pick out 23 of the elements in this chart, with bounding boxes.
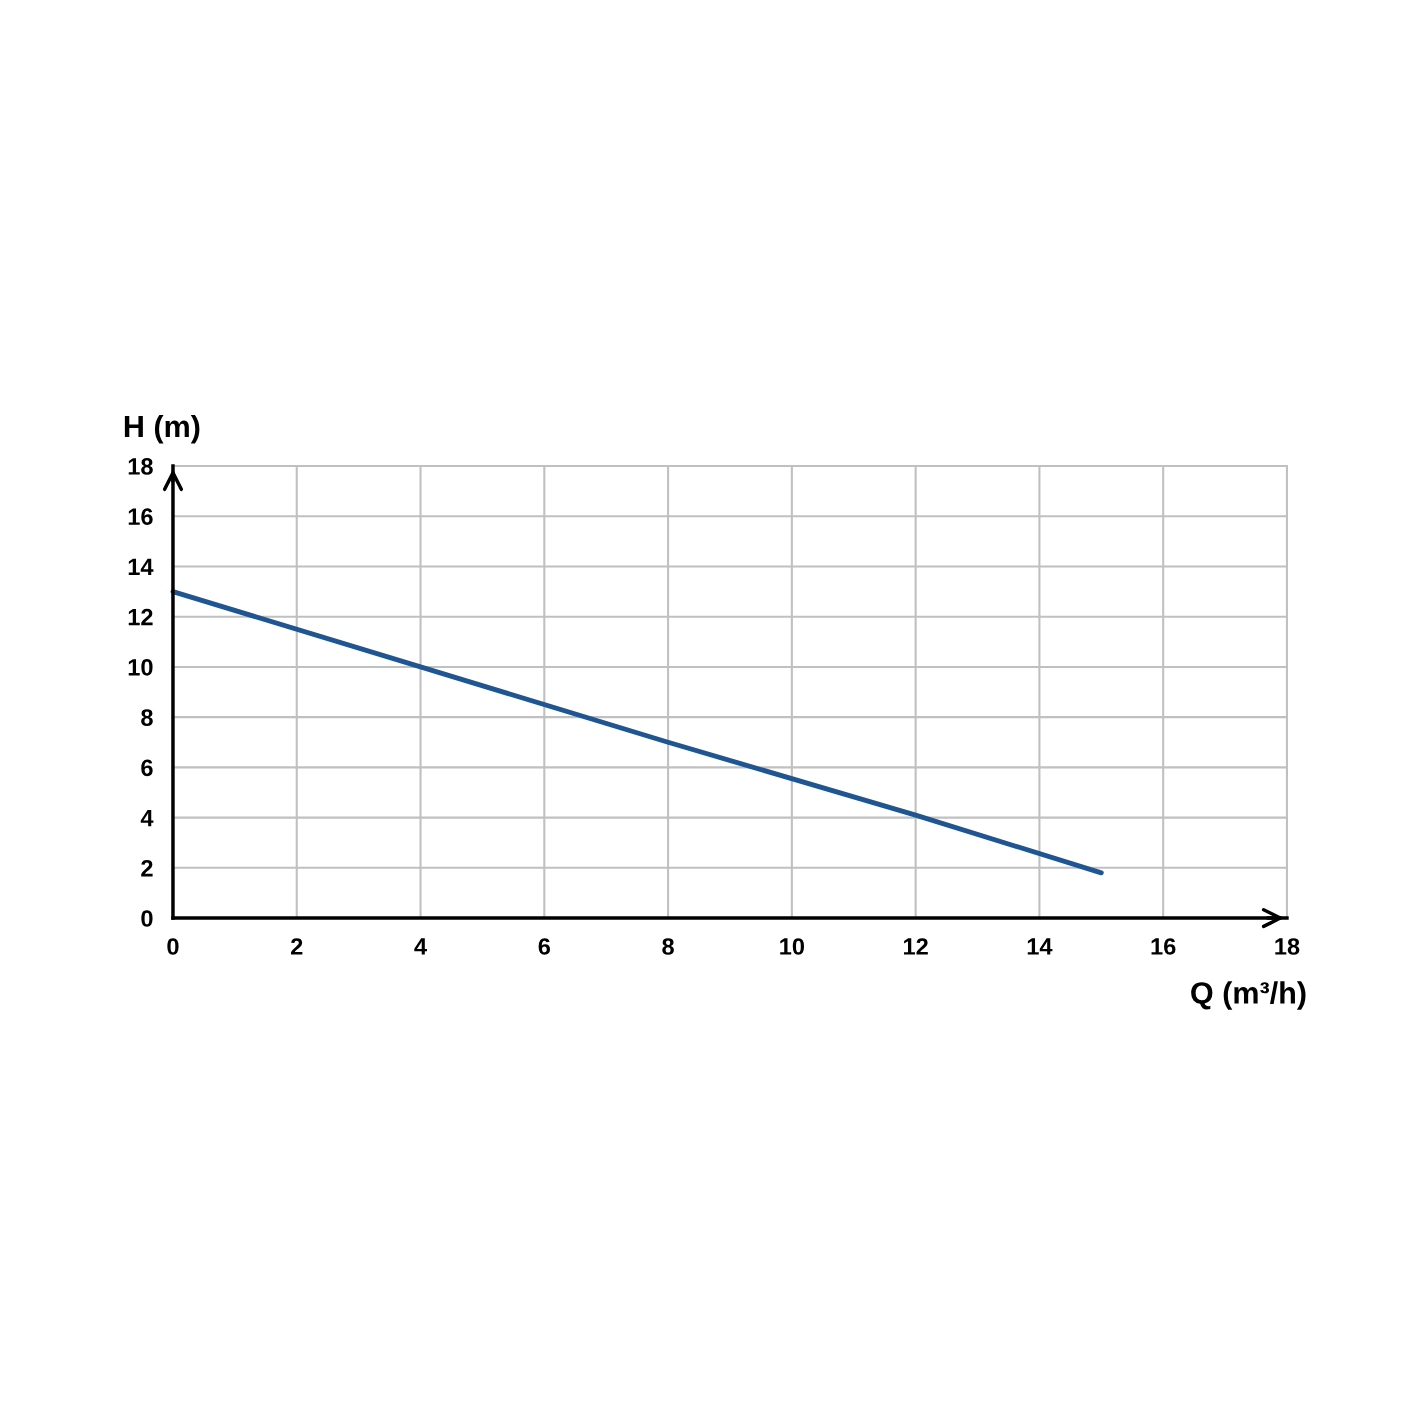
- line-series: [170, 589, 1104, 876]
- y-tick-label: 18: [128, 458, 153, 475]
- y-tick-label: 8: [141, 709, 153, 726]
- x-tick-label: 8: [662, 938, 674, 955]
- y-tick-label: 10: [128, 658, 153, 676]
- x-tick-label: 16: [1151, 938, 1176, 955]
- y-axis-title: H (m): [124, 414, 200, 444]
- x-tick-label: 0: [167, 938, 179, 955]
- x-tick-label: 6: [538, 938, 551, 955]
- x-tick-label: 2: [291, 938, 303, 955]
- y-tick-label: 2: [141, 859, 153, 877]
- y-tick-label: 16: [128, 508, 153, 526]
- y-tick-label: 0: [141, 910, 153, 927]
- y-tick-label: 4: [140, 809, 154, 827]
- x-axis-title: Q (m³/h): [1191, 981, 1306, 1010]
- x-tick-label: 18: [1275, 938, 1300, 955]
- y-tick-label: 14: [128, 558, 154, 576]
- x-tick-label: 4: [414, 938, 427, 955]
- y-tick-label: 12: [128, 608, 153, 626]
- x-tick-label: 12: [903, 938, 928, 955]
- y-tick-label: 6: [141, 759, 153, 777]
- x-tick-label: 10: [780, 938, 805, 955]
- x-tick-label: 14: [1027, 938, 1053, 955]
